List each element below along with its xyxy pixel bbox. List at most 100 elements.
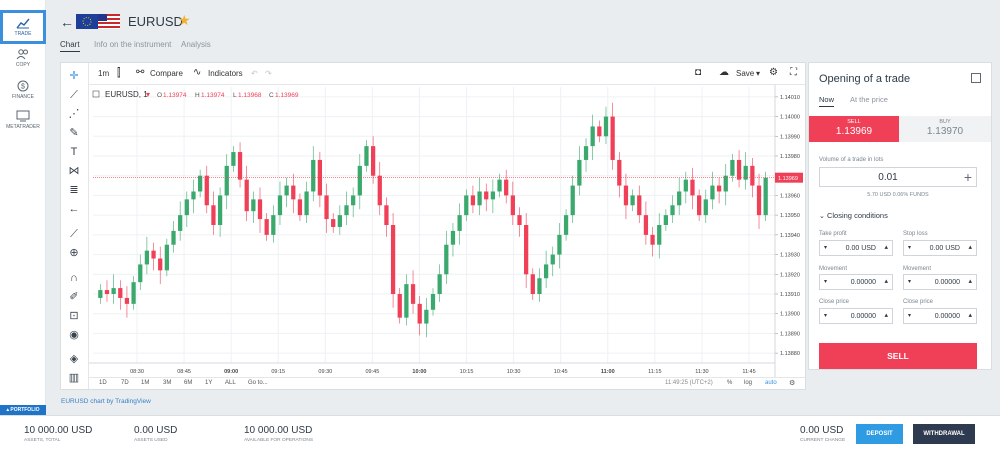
tab-at-the-price[interactable]: At the price: [850, 95, 888, 104]
stop-loss-field[interactable]: ▾ 0.00 USD ▴: [903, 240, 977, 256]
brush-icon[interactable]: ✎: [69, 127, 79, 139]
goto-date[interactable]: Go to...: [248, 380, 268, 386]
layers-icon[interactable]: ◈: [69, 353, 79, 365]
increment-icon[interactable]: ▴: [968, 278, 972, 285]
tab-now[interactable]: Now: [819, 95, 835, 107]
candlestick-chart[interactable]: 1.140101.140001.139901.139801.139701.139…: [89, 85, 805, 377]
decrement-icon[interactable]: ▾: [824, 279, 828, 285]
candles-icon[interactable]: ⫿: [117, 67, 121, 79]
candle-body: [211, 205, 216, 225]
range-1m[interactable]: 1M: [141, 380, 150, 386]
redo-icon[interactable]: ↷: [265, 69, 272, 78]
plus-icon[interactable]: +: [963, 169, 972, 185]
eye-icon[interactable]: ◉: [69, 329, 79, 341]
tab-chart[interactable]: Chart: [60, 40, 80, 52]
trash-icon[interactable]: ▥: [68, 372, 80, 384]
take-profit-field[interactable]: ▾ 0.00 USD ▴: [819, 240, 893, 256]
crosshair-icon[interactable]: ✛: [69, 70, 79, 82]
movement-value-right[interactable]: 0.00000: [934, 278, 960, 286]
withdrawal-button[interactable]: WITHDRAWAL: [913, 424, 975, 444]
gear-icon[interactable]: ⚙: [789, 380, 796, 387]
candle-body: [390, 225, 396, 294]
arrow-left-icon[interactable]: ←: [68, 203, 80, 215]
tab-info[interactable]: Info on the instrument: [94, 40, 172, 49]
decrement-icon[interactable]: ▾: [908, 313, 912, 319]
take-profit-value[interactable]: 0.00 USD: [845, 244, 876, 252]
compare-button[interactable]: Compare: [150, 69, 183, 78]
range-all[interactable]: ALL: [225, 380, 236, 386]
tab-analysis[interactable]: Analysis: [181, 40, 211, 49]
prediction-icon[interactable]: ≣: [69, 184, 79, 196]
auto-toggle[interactable]: auto: [765, 380, 777, 386]
range-1y[interactable]: 1Y: [205, 380, 213, 386]
indicators-button[interactable]: Indicators: [208, 69, 243, 78]
star-icon[interactable]: ★: [178, 12, 191, 28]
lock-drawing-icon[interactable]: ✐: [69, 291, 79, 303]
movement-field-left[interactable]: ▾ 0.00000 ▴: [819, 274, 893, 290]
trend-line-icon[interactable]: ⟋: [70, 89, 78, 101]
fib-icon[interactable]: ⋰: [68, 108, 80, 120]
range-7d[interactable]: 7D: [121, 380, 129, 386]
fullscreen-icon[interactable]: ⛶: [790, 67, 797, 78]
cloud-icon[interactable]: ☁: [719, 67, 729, 78]
decrement-icon[interactable]: ▾: [824, 313, 828, 319]
close-price-field-right[interactable]: ▾ 0.00000 ▴: [903, 308, 977, 324]
range-1d[interactable]: 1D: [99, 380, 107, 386]
movement-field-right[interactable]: ▾ 0.00000 ▴: [903, 274, 977, 290]
lock-icon[interactable]: ⊡: [69, 310, 79, 322]
decrement-icon[interactable]: ▾: [908, 245, 912, 251]
interval-selector[interactable]: 1m: [98, 69, 110, 78]
close-price-field-left[interactable]: ▾ 0.00000 ▴: [819, 308, 893, 324]
close-price-value-left[interactable]: 0.00000: [850, 312, 876, 320]
volume-value[interactable]: 0.01: [878, 172, 898, 183]
buy-price-box[interactable]: BUY 1.13970: [899, 116, 991, 142]
deposit-button[interactable]: DEPOSIT: [856, 424, 903, 444]
back-arrow-icon[interactable]: ←: [60, 14, 74, 30]
increment-icon[interactable]: ▴: [884, 312, 888, 319]
increment-icon[interactable]: ▴: [968, 244, 972, 251]
movement-value-left[interactable]: 0.00000: [850, 278, 876, 286]
sidebar-item-finance[interactable]: $ FINANCE: [0, 80, 46, 100]
range-3m[interactable]: 3M: [163, 380, 172, 386]
decrement-icon[interactable]: ▾: [908, 279, 912, 285]
percent-toggle[interactable]: %: [727, 380, 733, 386]
indicators-icon[interactable]: ∿: [193, 67, 202, 78]
magnet-icon[interactable]: ∩: [70, 272, 78, 284]
trade-panel-title: Opening of a trade: [819, 73, 911, 85]
collapse-legend-icon[interactable]: [92, 90, 100, 98]
log-toggle[interactable]: log: [744, 380, 753, 386]
volume-input[interactable]: 0.01 +: [819, 167, 977, 187]
sidebar-item-copy[interactable]: COPY: [0, 48, 46, 68]
text-tool-icon[interactable]: T: [70, 146, 78, 158]
ruler-icon[interactable]: ⟋: [70, 228, 78, 240]
camera-icon[interactable]: ◘: [695, 67, 702, 78]
undo-icon[interactable]: ↶: [251, 69, 258, 78]
portfolio-toggle[interactable]: ▴ PORTFOLIO: [0, 405, 46, 415]
sell-price-box[interactable]: SELL 1.13969: [809, 116, 899, 142]
legend-dropdown-icon[interactable]: ▾: [146, 90, 150, 99]
increment-icon[interactable]: ▴: [884, 278, 888, 285]
stop-loss-value[interactable]: 0.00 USD: [929, 244, 960, 252]
chart-plot-area[interactable]: 1.140101.140001.139901.139801.139701.139…: [89, 85, 805, 377]
candle-body: [264, 219, 269, 235]
expand-icon[interactable]: [971, 73, 981, 83]
gear-icon[interactable]: ⚙: [769, 67, 778, 78]
compare-icon[interactable]: ⚯: [136, 67, 145, 78]
candle-body: [763, 177, 768, 216]
close-price-value-right[interactable]: 0.00000: [934, 312, 960, 320]
increment-icon[interactable]: ▴: [884, 244, 888, 251]
chevron-down-icon[interactable]: ▾: [756, 69, 761, 78]
closing-conditions-toggle[interactable]: ⌄ Closing conditions: [819, 211, 888, 220]
decrement-icon[interactable]: ▾: [824, 245, 828, 251]
sidebar-item-metatrader[interactable]: METATRADER: [0, 110, 46, 130]
save-button[interactable]: Save: [736, 69, 755, 78]
increment-icon[interactable]: ▴: [968, 312, 972, 319]
current-change-label: CURRENT CHANGE: [800, 438, 846, 443]
sidebar-item-trade[interactable]: TRADE: [0, 10, 46, 44]
zoom-in-icon[interactable]: ⊕: [69, 247, 79, 259]
sell-button[interactable]: SELL: [819, 343, 977, 369]
range-6m[interactable]: 6M: [184, 380, 193, 386]
tradingview-credit-link[interactable]: EURUSD chart by TradingView: [61, 398, 151, 405]
pattern-icon[interactable]: ⋈: [68, 165, 80, 177]
